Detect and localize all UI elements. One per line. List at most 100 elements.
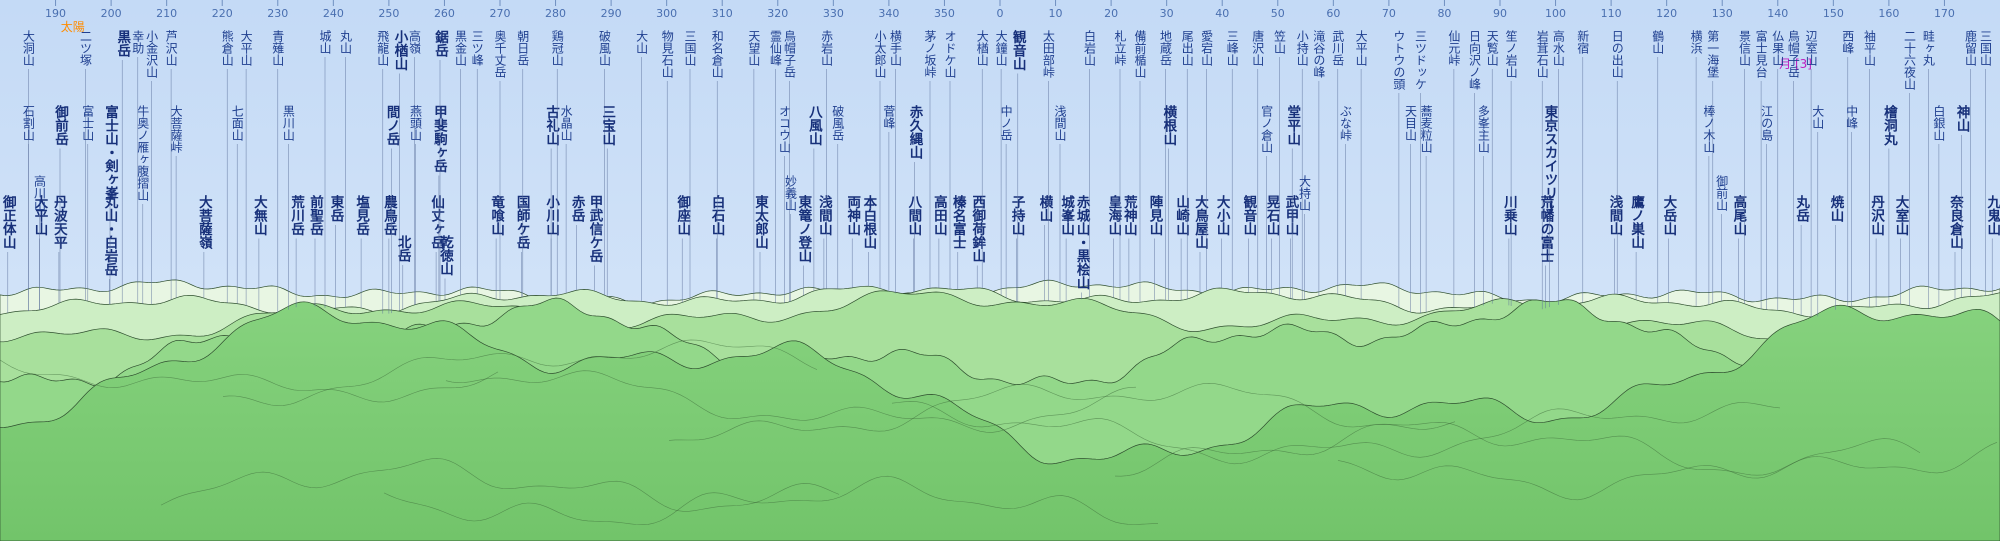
tick-label: 230 — [267, 7, 288, 20]
peak-label: 物見石山 — [660, 30, 674, 78]
peak-label: 皇海山 — [1105, 194, 1122, 237]
tick-label: 70 — [1382, 7, 1396, 20]
peak-label: 西峰 — [1841, 30, 1855, 54]
peak-label: 大持山 — [1297, 175, 1311, 211]
peak-label: 大山 — [635, 30, 649, 54]
peak-label: 九鬼山 — [1984, 195, 2000, 237]
peak-label: 富士見台 — [1754, 29, 1768, 78]
tick-label: 50 — [1271, 7, 1285, 20]
peak-label: 御前岳 — [52, 104, 70, 147]
peak-label: 大平山 — [239, 30, 253, 66]
peak-label: 榛名富士 — [950, 194, 967, 250]
peak-label: 妙義山 — [784, 175, 798, 211]
peak-label: 観音山 — [1240, 194, 1257, 237]
peak-label: 白銀山 — [1932, 104, 1946, 141]
peak-label: 浅間山 — [1606, 194, 1623, 237]
tick-label: 300 — [656, 7, 677, 20]
peak-label: 三国山 — [683, 30, 697, 66]
peak-label: 岩茸石山 — [1535, 29, 1549, 78]
peak-label: 大小山 — [1214, 194, 1231, 237]
peak-label: 荒幡の富士 — [1538, 194, 1556, 263]
peak-label: 横山 — [1036, 194, 1053, 224]
tick-label: 320 — [767, 7, 788, 20]
peak-label: 小金沢山 — [145, 30, 159, 78]
peak-label: 横手山 — [889, 30, 903, 66]
peak-label: 小川山 — [543, 195, 561, 237]
peak-label: 芦沢山 — [164, 30, 178, 66]
peak-label: 大鐘山 — [994, 30, 1008, 66]
tick-label: 90 — [1493, 7, 1507, 20]
tick-label: 160 — [1878, 7, 1899, 20]
peak-label: 仙元峠 — [1447, 30, 1461, 66]
ridge-line — [1114, 421, 1998, 477]
peak-label: 地蔵岳 — [1159, 30, 1173, 66]
peak-label: 竜喰山 — [488, 194, 505, 237]
peak-label: 三国山 — [1979, 30, 1993, 66]
peak-label: 水晶山 — [559, 105, 573, 141]
peak-label: ウトウの頭 — [1392, 30, 1406, 91]
peak-label: 浅間山 — [1053, 105, 1067, 141]
peak-label: 小楢山 — [391, 30, 408, 72]
peak-label: 山崎山 — [1173, 195, 1190, 237]
peak-label: 晃石山 — [1264, 195, 1282, 237]
peak-label: 多峯主山 — [1476, 105, 1490, 153]
peak-label: 大楢山 — [975, 30, 989, 66]
labels: 190 200 210 220 230 240 250 260 270 280 290 300 310 3… — [0, 0, 2000, 317]
ridge-line — [891, 401, 1781, 465]
tick-label: 210 — [156, 7, 177, 20]
peak-label: 二ツ塚 — [79, 30, 93, 66]
peak-label: 鋸岳 — [432, 29, 449, 59]
tick-label: 170 — [1934, 7, 1955, 20]
peak-label: 丸岳 — [1793, 194, 1811, 224]
tick-label: 220 — [212, 7, 233, 20]
peak-label: 七面山 — [230, 105, 244, 141]
peak-label: 子持山 — [1009, 195, 1026, 237]
peak-label: 仙丈ヶ岳 — [428, 194, 445, 251]
peak-label: 横根山 — [1160, 104, 1177, 147]
tick-label: 80 — [1437, 7, 1451, 20]
tick-label: 340 — [878, 7, 899, 20]
peak-label: 仏果山 — [1771, 30, 1785, 66]
peak-label: 中峰 — [1845, 104, 1859, 129]
peak-label: 天覧山 — [1485, 30, 1499, 66]
peak-label: 城山 — [318, 30, 332, 54]
tick-label: 200 — [101, 7, 122, 20]
peak-label: 大菩薩峠 — [169, 105, 183, 153]
tick-label: 350 — [934, 7, 955, 20]
peak-label: 二十六夜山 — [1902, 30, 1916, 90]
peak-label: 御正体山 — [0, 194, 18, 251]
tick-label: 310 — [712, 7, 733, 20]
peak-label: 赤久縄山 — [906, 105, 923, 161]
peak-label: 大平山 — [1354, 30, 1368, 66]
peak-label: オドケ山 — [943, 30, 957, 78]
peak-label: 赤岳 — [569, 195, 586, 224]
peak-label: 畦ヶ丸 — [1921, 30, 1935, 67]
tick-label: 110 — [1601, 7, 1622, 20]
peak-label: 乾徳山 — [437, 234, 455, 277]
tick-label: 20 — [1104, 7, 1118, 20]
ridge-layer — [0, 301, 2000, 541]
peak-label: 天目山 — [1404, 105, 1418, 141]
peak-label: 城峯山 — [1058, 194, 1076, 237]
peak-label: 甲武信ケ岳 — [586, 195, 603, 264]
peak-label: 神山 — [1954, 104, 1971, 134]
peak-label: 景信山 — [1737, 30, 1751, 66]
peak-label: 大山 — [1811, 105, 1825, 129]
peak-label: 鷹ノ巣山 — [1628, 194, 1646, 251]
tick-label: 260 — [434, 7, 455, 20]
peak-label: 白石山 — [709, 194, 727, 237]
peak-label: 黒川山 — [281, 105, 295, 141]
peak-label: 両神山 — [844, 195, 861, 237]
peak-label: 鶏冠山 — [550, 30, 564, 66]
tick-label: 290 — [601, 7, 622, 20]
peak-label: 北岳 — [395, 235, 412, 264]
peak-label: 八風山 — [806, 105, 824, 147]
peak-label: 奈良倉山 — [1947, 194, 1965, 251]
tick-label: 120 — [1656, 7, 1677, 20]
peak-label: 川乗山 — [1501, 195, 1519, 237]
peak-label: 大鳥屋山 — [1192, 194, 1209, 251]
peak-label: 東岳 — [328, 194, 345, 224]
peak-label: 横浜 — [1689, 30, 1703, 54]
peak-label: 御座山 — [674, 194, 692, 237]
